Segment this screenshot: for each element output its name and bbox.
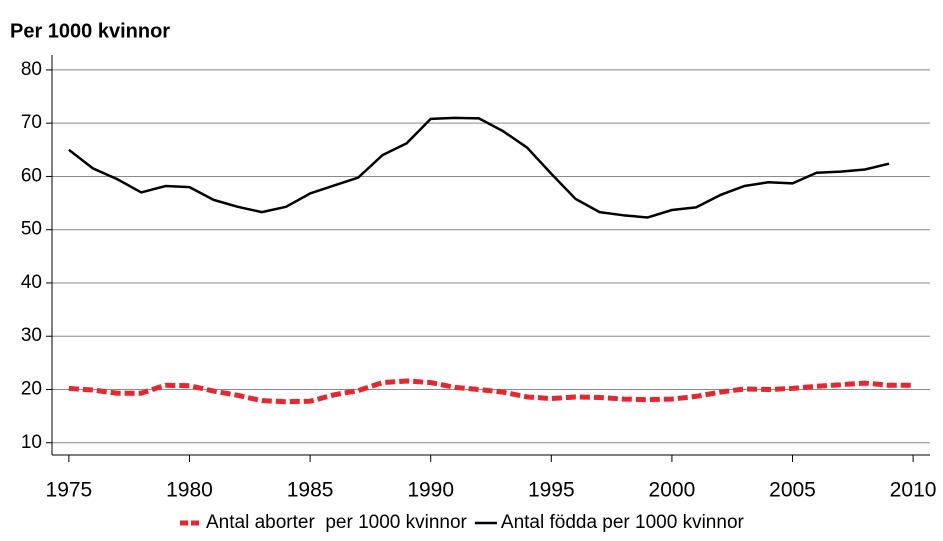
x-tick-label: 1980	[166, 479, 213, 502]
x-tick-label: 2010	[890, 479, 937, 502]
y-tick-label: 70	[21, 112, 42, 133]
y-tick-label: 30	[21, 325, 42, 346]
x-tick-label: 1975	[46, 479, 93, 502]
y-tick-label: 50	[21, 219, 42, 240]
x-tick-label: 2000	[649, 479, 696, 502]
chart-title: Per 1000 kvinnor	[10, 20, 170, 42]
series-line	[68, 116, 890, 219]
y-tick-label: 10	[21, 432, 42, 453]
legend-label: Antal födda per 1000 kvinnor	[501, 512, 745, 533]
series-line	[68, 378, 914, 405]
x-tick-label: 1985	[287, 479, 334, 502]
legend-label: Antal aborter per 1000 kvinnor	[206, 512, 468, 533]
y-tick-label: 20	[21, 379, 42, 400]
y-tick-label: 40	[21, 272, 42, 293]
x-tick-label: 1990	[407, 479, 454, 502]
x-tick-label: 1995	[528, 479, 575, 502]
x-tick-label: 2005	[769, 479, 816, 502]
y-tick-label: 60	[21, 165, 42, 186]
y-tick-label: 80	[21, 59, 42, 80]
